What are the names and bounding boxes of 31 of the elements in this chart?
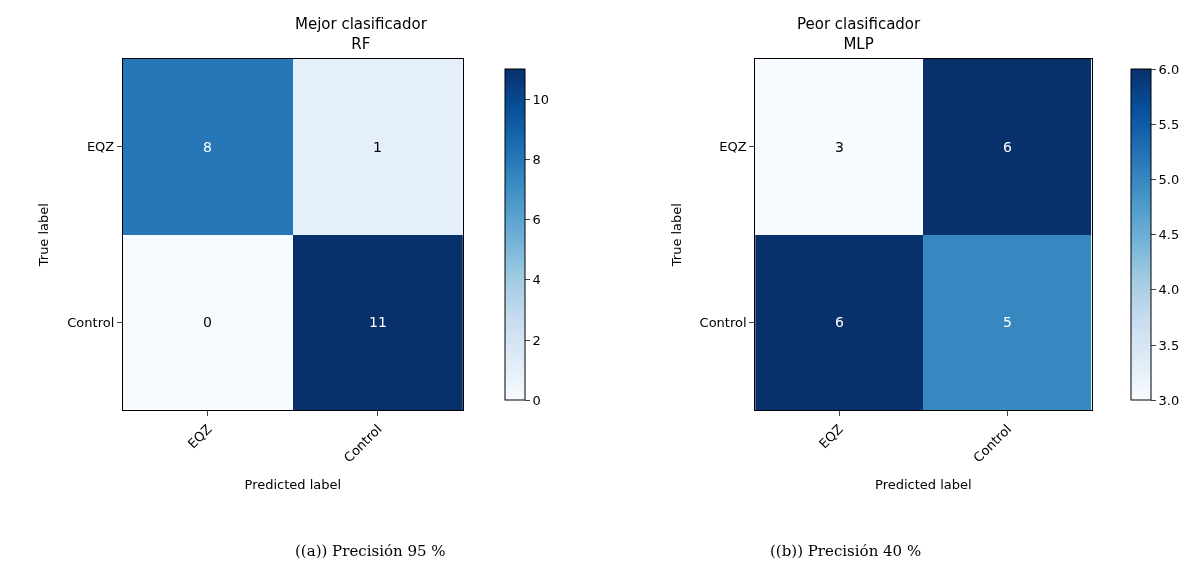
- chart-title: Mejor clasificador: [295, 15, 428, 33]
- x-axis-title: Predicted label: [875, 476, 972, 492]
- chart-title: Peor clasificador: [797, 15, 922, 33]
- color-bar-label: 6.0: [1158, 61, 1180, 77]
- color-bar-label: 6: [532, 212, 541, 228]
- color-bar-label: 8: [532, 152, 541, 168]
- chart-subtitle: RF: [351, 34, 371, 53]
- color-bar-label: 4.0: [1158, 282, 1180, 298]
- color-bar-label: 4: [532, 272, 541, 288]
- x-axis-title: Predicted label: [244, 476, 342, 492]
- color-bar-label: 5.5: [1158, 116, 1180, 132]
- color-bar-label: 2: [532, 332, 541, 348]
- color-bar-label: 3.0: [1158, 392, 1180, 408]
- y-axis-title: True label: [36, 203, 52, 268]
- data-label: 5: [1003, 314, 1012, 330]
- data-label: 6: [835, 314, 844, 330]
- color-bar-label: 4.5: [1158, 227, 1180, 243]
- data-label: 0: [203, 314, 212, 330]
- text: ((b)) Precisión 40 %: [770, 542, 922, 560]
- y-axis-title: True label: [668, 203, 684, 268]
- data-label: 8: [203, 139, 212, 155]
- chart-subtitle: MLP: [843, 34, 874, 53]
- color-bar-label: 3.5: [1158, 337, 1180, 353]
- data-label: 11: [369, 314, 387, 330]
- color-bar-label: 10: [532, 91, 550, 107]
- data-label: 6: [1003, 139, 1012, 155]
- color-bar-label: 5.0: [1158, 172, 1180, 188]
- data-label: 3: [835, 139, 844, 155]
- data-label: 1: [373, 139, 382, 155]
- text: ((a)) Precisión 95 %: [295, 542, 446, 560]
- color-bar-label: 0: [532, 392, 541, 408]
